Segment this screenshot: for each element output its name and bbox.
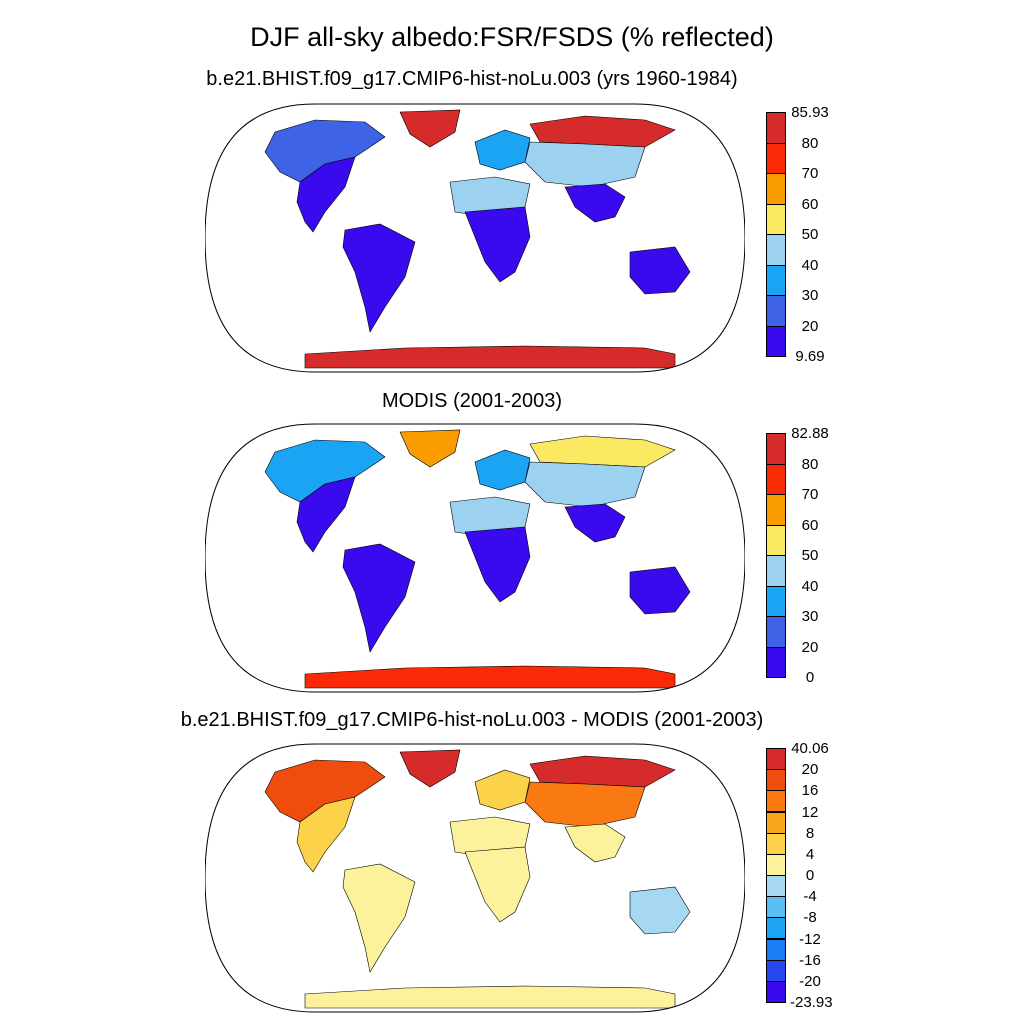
- colorbar-swatch: [766, 616, 786, 648]
- map-region-greenland: [399, 429, 461, 468]
- colorbar-swatch: [766, 811, 786, 834]
- colorbar-label: 30: [801, 287, 819, 304]
- map-region-siberia: [529, 115, 676, 148]
- map-region-south-america: [342, 223, 416, 333]
- colorbar-swatch: [766, 748, 786, 771]
- colorbar-swatch: [766, 173, 786, 205]
- map-region-siberia: [529, 435, 676, 468]
- colorbar-swatch: [766, 112, 786, 144]
- panel-3-map: [205, 743, 745, 1013]
- colorbar-swatch: [766, 295, 786, 327]
- colorbar-label: 40: [801, 256, 819, 274]
- colorbar-label: 60: [801, 516, 819, 534]
- colorbar-label: 40.06: [791, 740, 829, 757]
- map-region-central-asia: [524, 461, 646, 508]
- map-border: [205, 743, 745, 1013]
- colorbar-label: 70: [801, 486, 819, 503]
- colorbar-label: 80: [801, 455, 819, 473]
- colorbar-swatch: [766, 585, 786, 617]
- colorbar-swatch: [766, 264, 786, 296]
- colorbar-label: -16: [799, 951, 821, 969]
- map-border: [205, 103, 745, 373]
- colorbar-label: 82.88: [791, 425, 829, 442]
- map-region-europe-north: [474, 769, 531, 811]
- colorbar-swatch: [766, 790, 786, 813]
- map-region-north-america-south: [296, 796, 356, 873]
- colorbar-label: 40: [801, 577, 819, 595]
- panel-1-map: [205, 103, 745, 373]
- colorbar-swatch: [766, 938, 786, 961]
- map-region-south-asia: [564, 823, 626, 863]
- map-region-europe-north: [474, 449, 531, 491]
- colorbar-label: -23.93: [790, 994, 833, 1011]
- colorbar-label: 20: [801, 761, 819, 779]
- colorbar-swatch: [766, 896, 786, 919]
- map-region-siberia: [529, 755, 676, 788]
- map-region-antarctica: [304, 665, 676, 689]
- map-region-north-america-south: [296, 156, 356, 233]
- colorbar-label: 30: [801, 608, 819, 625]
- colorbar-label: 60: [801, 195, 819, 213]
- colorbar-label: 20: [801, 317, 819, 335]
- colorbar-label: 0: [805, 867, 815, 884]
- map-region-africa-south: [464, 526, 531, 603]
- colorbar-swatch: [766, 980, 786, 1003]
- colorbar-label: 50: [801, 547, 819, 564]
- colorbar-swatch: [766, 433, 786, 465]
- map-region-south-america: [342, 863, 416, 973]
- colorbar-label: 0: [805, 669, 815, 686]
- colorbar-label: -8: [803, 909, 817, 927]
- colorbar-swatch: [766, 959, 786, 982]
- colorbar-swatch: [766, 875, 786, 898]
- map-region-africa-south: [464, 846, 531, 923]
- colorbar-label: 20: [801, 638, 819, 656]
- map-region-south-asia: [564, 503, 626, 543]
- colorbar-label: 4: [805, 845, 815, 863]
- map-region-australia: [629, 246, 691, 295]
- colorbar-swatch: [766, 646, 786, 678]
- colorbar-label: -12: [799, 930, 821, 948]
- colorbar-label: 9.69: [795, 348, 825, 365]
- colorbar-swatch: [766, 769, 786, 792]
- colorbar-label: 80: [801, 134, 819, 152]
- colorbar-swatch: [766, 555, 786, 587]
- colorbar-swatch: [766, 203, 786, 235]
- panel-1-title: b.e21.BHIST.f09_g17.CMIP6-hist-noLu.003 …: [206, 68, 738, 90]
- colorbar-swatch: [766, 524, 786, 556]
- map-region-central-asia: [524, 781, 646, 828]
- colorbar-swatch: [766, 142, 786, 174]
- map-region-greenland: [399, 749, 461, 788]
- map-region-antarctica: [304, 985, 676, 1009]
- map-border: [205, 423, 745, 693]
- colorbar-swatch: [766, 325, 786, 357]
- map-region-australia: [629, 566, 691, 615]
- map-region-antarctica: [304, 345, 676, 369]
- colorbar-swatch: [766, 234, 786, 266]
- colorbar-swatch: [766, 917, 786, 940]
- map-region-north-america-south: [296, 476, 356, 553]
- colorbar-label: 70: [801, 165, 819, 182]
- colorbar-label: -20: [799, 972, 821, 990]
- map-region-australia: [629, 886, 691, 935]
- panel-2-map: [205, 423, 745, 693]
- map-region-europe-north: [474, 129, 531, 171]
- panel-2-title: MODIS (2001-2003): [381, 390, 563, 412]
- colorbar-swatch: [766, 494, 786, 526]
- map-region-central-asia: [524, 141, 646, 188]
- colorbar-label: 8: [805, 824, 815, 842]
- map-region-south-america: [342, 543, 416, 653]
- map-region-greenland: [399, 109, 461, 148]
- colorbar-label: 85.93: [791, 104, 829, 121]
- colorbar-label: 50: [801, 226, 819, 243]
- colorbar-swatch: [766, 853, 786, 876]
- figure-title: DJF all-sky albedo:FSR/FSDS (% reflected…: [250, 22, 774, 52]
- colorbar-label: -4: [803, 888, 817, 906]
- colorbar-swatch: [766, 832, 786, 855]
- panel-3-title: b.e21.BHIST.f09_g17.CMIP6-hist-noLu.003 …: [180, 709, 764, 731]
- colorbar-label: 16: [801, 782, 819, 800]
- colorbar-label: 12: [801, 803, 819, 821]
- map-region-africa-south: [464, 206, 531, 283]
- map-region-south-asia: [564, 183, 626, 223]
- colorbar-swatch: [766, 463, 786, 495]
